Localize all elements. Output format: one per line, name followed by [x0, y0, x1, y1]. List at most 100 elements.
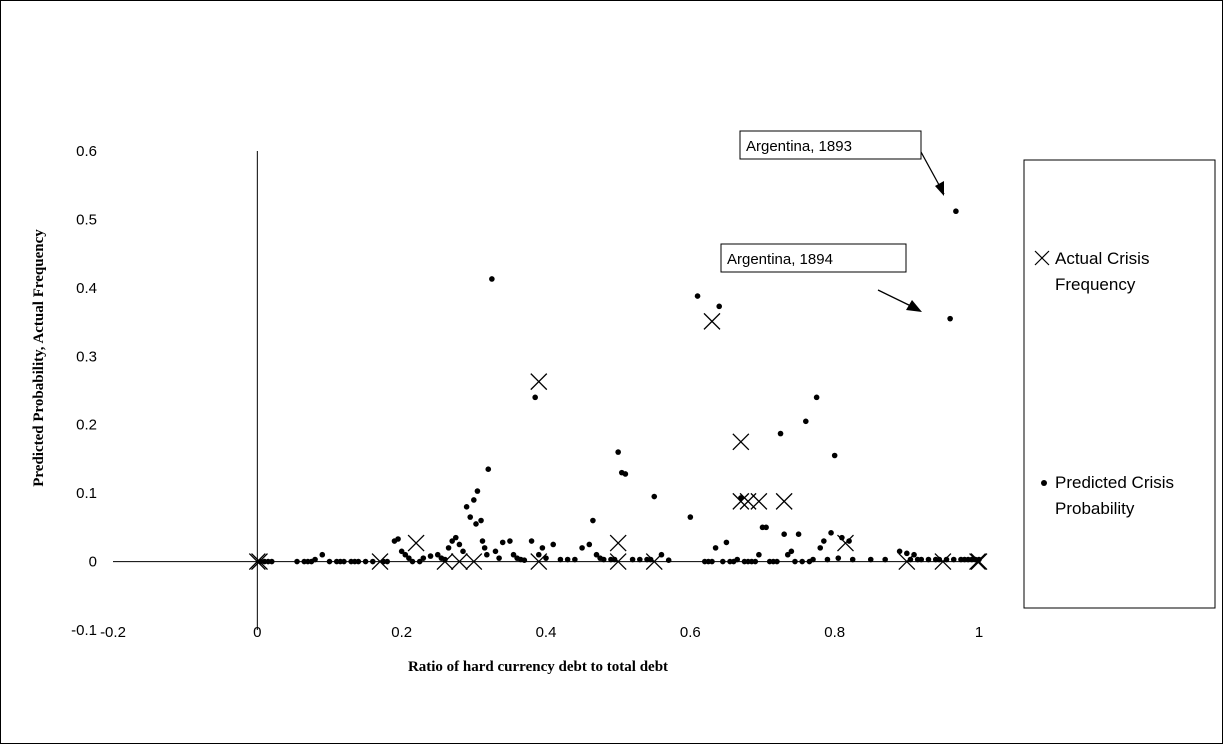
predicted-point: [326, 558, 333, 565]
predicted-point: [647, 556, 654, 563]
predicted-point: [839, 534, 845, 541]
predicted-point: [792, 558, 798, 565]
x-tick-label: 0.6: [680, 624, 701, 641]
actual-point: [732, 492, 750, 510]
legend-actual-label: Actual Crisis Frequency: [1055, 249, 1154, 294]
actual-point: [750, 492, 768, 510]
predicted-point: [788, 548, 795, 555]
predicted-point: [795, 531, 802, 537]
predicted-point: [953, 208, 959, 215]
actual-point: [732, 433, 750, 451]
predicted-point: [445, 545, 452, 551]
predicted-point: [813, 394, 820, 401]
actual-point: [530, 373, 548, 391]
y-tick-label: 0.2: [76, 417, 97, 434]
predicted-point: [355, 558, 362, 565]
actual-point: [436, 553, 454, 571]
y-tick-labels: 0.6 0.5 0.4 0.3 0.2 0.1 0 -0.1: [71, 143, 97, 639]
predicted-point: [452, 534, 459, 541]
predicted-point: [831, 452, 838, 459]
actual-point: [837, 534, 854, 552]
predicted-point: [312, 556, 318, 563]
predicted-point: [409, 558, 416, 565]
predicted-point: [723, 539, 730, 546]
predicted-point: [846, 538, 852, 544]
predicted-point: [925, 556, 932, 563]
x-tick-label: 0.2: [391, 624, 412, 641]
predicted-point: [463, 504, 470, 510]
callout-box: [739, 130, 922, 160]
predicted-point: [611, 556, 618, 563]
predicted-point: [510, 551, 517, 558]
predicted-point: [947, 315, 953, 322]
predicted-point: [943, 556, 950, 563]
predicted-point: [572, 556, 578, 563]
predicted-point: [918, 556, 925, 563]
predicted-point: [406, 555, 412, 561]
predicted-point: [294, 558, 300, 565]
y-tick-label: 0.3: [76, 348, 97, 365]
predicted-point: [615, 449, 621, 455]
predicted-point: [398, 548, 405, 555]
predicted-point: [799, 558, 805, 565]
predicted-point: [763, 524, 769, 531]
predicted-point: [535, 551, 542, 558]
y-tick-label: 0.5: [76, 211, 97, 228]
predicted-point: [803, 418, 809, 425]
predicted-point: [777, 430, 784, 437]
callout-argentina-1893: Argentina, 1893: [739, 130, 945, 196]
predicted-point: [593, 551, 600, 558]
predicted-point: [828, 530, 834, 536]
predicted-point: [586, 541, 593, 548]
predicted-point: [665, 557, 672, 564]
actual-point: [970, 553, 988, 571]
y-tick-label: -0.1: [71, 622, 97, 639]
predicted-point: [456, 541, 463, 548]
predicted-point: [716, 303, 722, 310]
predicted-crisis-points: [258, 208, 982, 565]
legend-actual-marker-icon: [1034, 250, 1050, 266]
predicted-point: [395, 536, 401, 542]
predicted-point: [471, 497, 477, 503]
predicted-point: [532, 394, 538, 401]
predicted-point: [622, 471, 629, 477]
callout-arrowhead: [935, 181, 944, 196]
predicted-point: [824, 556, 831, 563]
legend-predicted-label: Predicted Crisis Probability: [1055, 473, 1179, 518]
actual-point: [898, 553, 916, 571]
predicted-point: [600, 556, 607, 563]
predicted-point: [384, 558, 391, 565]
predicted-point: [420, 555, 427, 561]
predicted-point: [784, 551, 791, 558]
actual-point: [703, 312, 721, 330]
actual-point: [645, 553, 663, 571]
predicted-point: [709, 558, 715, 565]
predicted-point: [362, 558, 369, 565]
predicted-point: [485, 466, 492, 472]
actual-point: [609, 553, 627, 571]
predicted-point: [817, 545, 824, 551]
actual-point: [465, 553, 483, 571]
predicted-point: [734, 556, 741, 563]
predicted-point: [835, 555, 842, 561]
callout-box: [720, 243, 907, 273]
predicted-point: [402, 551, 409, 558]
actual-point: [609, 534, 627, 552]
predicted-point: [427, 553, 434, 559]
predicted-point: [474, 488, 481, 494]
predicted-point: [460, 548, 466, 555]
predicted-point: [528, 538, 535, 544]
predicted-point: [473, 521, 479, 527]
callout-arrowhead: [906, 300, 922, 312]
legend: Actual Crisis Frequency Predicted Crisis…: [1023, 159, 1216, 609]
predicted-point: [507, 538, 513, 544]
predicted-point: [882, 556, 888, 563]
actual-point: [934, 553, 952, 571]
predicted-point: [720, 558, 726, 565]
y-axis-title: Predicted Probability, Actual Frequency: [31, 229, 47, 487]
predicted-point: [712, 545, 719, 551]
actual-crisis-points: [248, 312, 988, 571]
predicted-point: [492, 548, 499, 555]
predicted-point: [651, 493, 658, 500]
